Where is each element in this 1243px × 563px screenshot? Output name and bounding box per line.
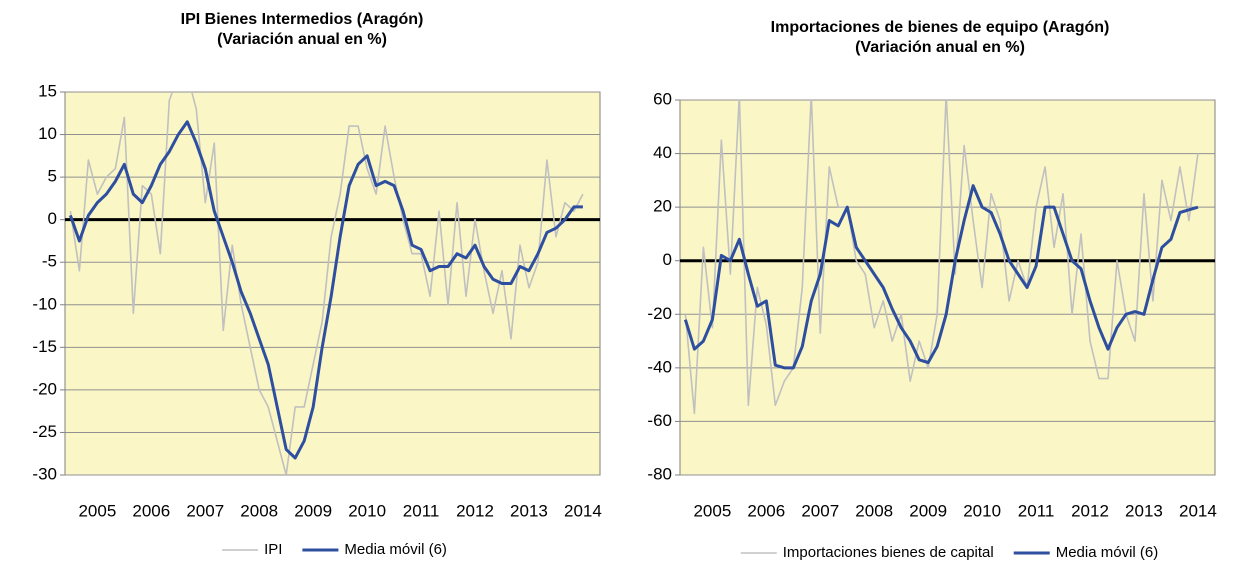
y-tick-label: -60 [647,411,672,430]
series-line [68,120,583,460]
y-tick-label: 15 [38,81,57,100]
y-tick-label: -15 [32,337,57,356]
y-tick-label: -40 [647,357,672,376]
chart-subtitle: (Variación anual en %) [855,39,1025,56]
series-line [683,184,1199,370]
x-tick-label: 2010 [348,501,386,520]
y-tick-label: -80 [647,464,672,483]
y-tick-label: 0 [663,250,672,269]
x-tick-label: 2009 [909,501,947,520]
x-tick-label: 2010 [963,501,1001,520]
x-tick-label: 2006 [747,501,785,520]
series-line [69,92,584,475]
y-tick-label: 0 [48,209,57,228]
x-tick-label: 2005 [78,501,116,520]
legend-label: Media móvil (6) [1056,544,1159,561]
x-tick-label: 2006 [132,501,170,520]
y-tick-label: 60 [653,89,672,108]
y-tick-label: 5 [48,167,57,186]
legend: IPI Media móvil (6) [222,541,447,558]
y-tick-label: -10 [32,294,57,313]
legend: Importaciones bienes de capital Media móv… [740,544,1159,561]
chart: IPI Bienes Intermedios (Aragón) (Variació… [32,11,601,558]
x-tick-label: 2011 [403,501,440,520]
x-tick-label: 2013 [510,501,548,520]
x-tick-label: 2009 [294,501,332,520]
chart-title: IPI Bienes Intermedios (Aragón) [181,11,424,28]
plot-area [679,99,1216,476]
x-tick-label: 2012 [456,501,494,520]
x-tick-label: 2013 [1125,501,1163,520]
y-tick-label: 10 [38,124,57,143]
x-tick-label: 2014 [564,501,602,520]
x-tick-label: 2008 [855,501,893,520]
x-tick-label: 2005 [693,501,731,520]
y-tick-label: -25 [32,422,57,441]
x-tick-label: 2008 [240,501,278,520]
y-tick-label: -5 [42,252,57,271]
series-line [684,100,1199,415]
chart: Importaciones de bienes de equipo (Aragó… [647,19,1216,561]
y-tick-label: 20 [653,197,672,216]
y-tick-label: -20 [647,304,672,323]
y-tick-label: -30 [32,464,57,483]
legend-label: Importaciones bienes de capital [783,544,994,561]
legend-label: IPI [264,541,282,558]
x-tick-label: 2007 [801,501,839,520]
x-tick-label: 2014 [1179,501,1217,520]
y-tick-label: 40 [653,143,672,162]
x-tick-label: 2012 [1071,501,1109,520]
x-tick-label: 2007 [186,501,224,520]
x-tick-label: 2011 [1018,501,1055,520]
chart-title: Importaciones de bienes de equipo (Aragó… [771,19,1110,36]
y-tick-label: -20 [32,379,57,398]
chart-subtitle: (Variación anual en %) [217,31,387,48]
legend-label: Media móvil (6) [344,541,447,558]
